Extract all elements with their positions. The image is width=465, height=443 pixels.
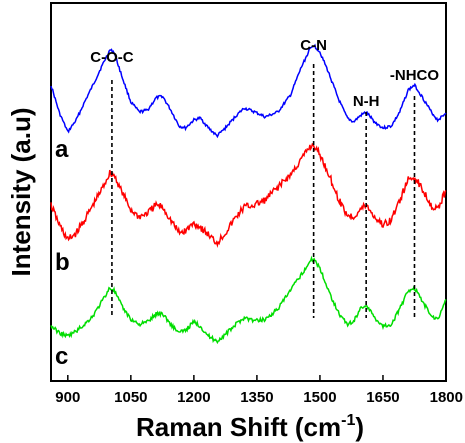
x-axis-label: Raman Shift (cm-1) <box>136 412 364 442</box>
series-label-a: a <box>55 136 69 163</box>
series-line-a <box>50 43 447 139</box>
peak-label-1: C-N <box>300 37 327 54</box>
x-axis-label-sup: -1 <box>341 412 355 429</box>
x-axis-label-close: ) <box>355 412 364 442</box>
series-labels: a b c <box>55 136 70 370</box>
x-tick-label-3: 1350 <box>240 389 273 406</box>
series-label-b: b <box>55 249 70 276</box>
y-axis-label: Intensity (a.u) <box>6 107 36 276</box>
x-tick-label-1: 1050 <box>114 389 147 406</box>
peak-markers: C-O-C C-N N-H -NHCO <box>90 37 439 318</box>
x-axis-label-main: Raman Shift (cm <box>136 412 341 442</box>
x-tick-label-5: 1650 <box>366 389 399 406</box>
series-lines <box>50 43 447 345</box>
x-tick-label-2: 1200 <box>177 389 210 406</box>
plot-frame <box>50 2 447 382</box>
x-axis-ticks: 900 1050 1200 1350 1500 1650 1800 <box>55 375 463 406</box>
x-tick-label-4: 1500 <box>303 389 336 406</box>
peak-label-2: N-H <box>353 93 380 110</box>
series-line-c <box>50 255 447 345</box>
x-tick-label-0: 900 <box>55 389 80 406</box>
peak-label-3: -NHCO <box>390 67 439 84</box>
series-line-b <box>50 142 447 248</box>
peak-label-0: C-O-C <box>90 49 133 66</box>
x-tick-label-6: 1800 <box>430 389 463 406</box>
series-label-c: c <box>55 343 68 370</box>
